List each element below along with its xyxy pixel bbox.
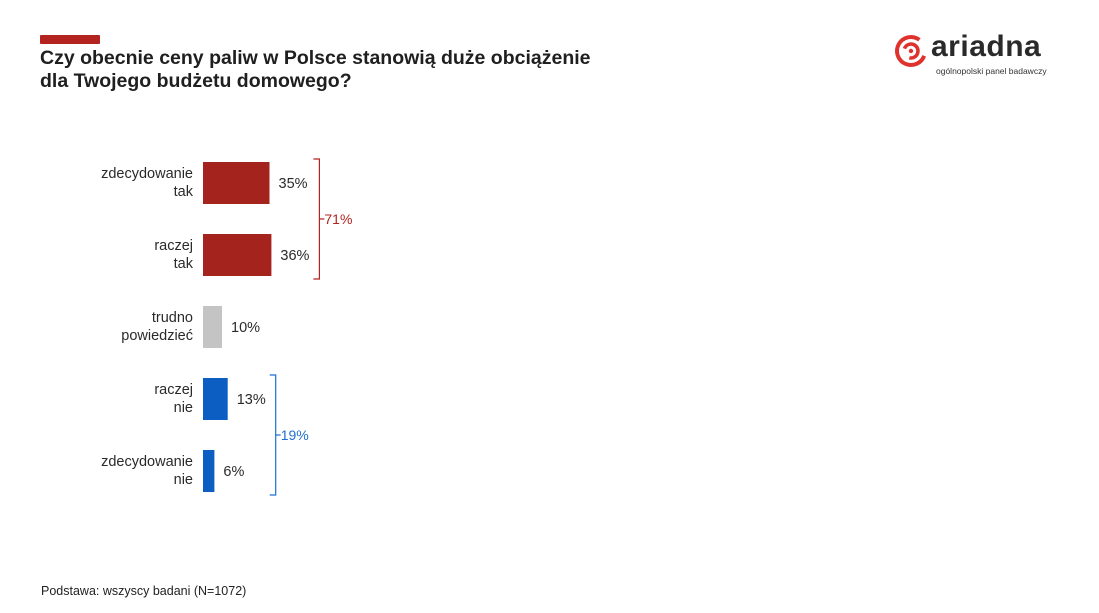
category-label-0: zdecydowanie tak	[101, 166, 194, 200]
category-label-line: raczej	[154, 382, 193, 398]
base-note: Podstawa: wszyscy badani (N=1072)	[41, 584, 247, 598]
category-label-line: tak	[174, 256, 194, 272]
category-label-line: nie	[174, 472, 193, 488]
category-label-line: tak	[174, 184, 194, 200]
bar-1	[203, 234, 272, 276]
ariadna-logo: ariadna ogólnopolski panel badawczy	[893, 30, 1068, 83]
category-label-4: zdecydowanie nie	[101, 454, 193, 488]
category-label-line: nie	[174, 400, 193, 416]
bar-4	[203, 450, 215, 492]
title-line-1: Czy obecnie ceny paliw w Polsce stanowią…	[40, 47, 591, 69]
ariadna-logo-icon	[895, 35, 927, 67]
bar-2	[203, 306, 222, 348]
category-label-line: zdecydowanie	[101, 166, 193, 182]
category-label-line: zdecydowanie	[101, 454, 193, 470]
value-label-1: 36%	[280, 248, 309, 264]
title-line-2: dla Twojego budżetu domowego?	[40, 70, 352, 92]
logo-tagline: ogólnopolski panel badawczy	[936, 66, 1047, 76]
category-label-line: trudno	[152, 310, 193, 326]
group-total-label-0: 71%	[324, 211, 352, 227]
chart-title: Czy obecnie ceny paliw w Polsce stanowią…	[40, 47, 740, 93]
title-accent-bar	[40, 35, 100, 44]
value-label-3: 13%	[237, 392, 266, 408]
bar-0	[203, 162, 270, 204]
bar-3	[203, 378, 228, 420]
logo-wordmark: ariadna	[931, 30, 1042, 63]
category-label-line: raczej	[154, 238, 193, 254]
group-total-label-1: 19%	[281, 427, 309, 443]
value-label-4: 6%	[223, 464, 244, 480]
value-label-0: 35%	[279, 176, 308, 192]
category-label-line: powiedzieć	[121, 328, 193, 344]
category-label-3: raczej nie	[154, 382, 193, 416]
value-label-2: 10%	[231, 320, 260, 336]
group-bracket-0	[313, 158, 320, 280]
category-label-2: trudno powiedzieć	[121, 310, 193, 344]
bar-chart: zdecydowanie tak 35% raczej tak 36% trudno powi…	[101, 158, 352, 496]
group-bracket-1	[269, 374, 277, 496]
category-label-1: raczej tak	[154, 238, 193, 272]
